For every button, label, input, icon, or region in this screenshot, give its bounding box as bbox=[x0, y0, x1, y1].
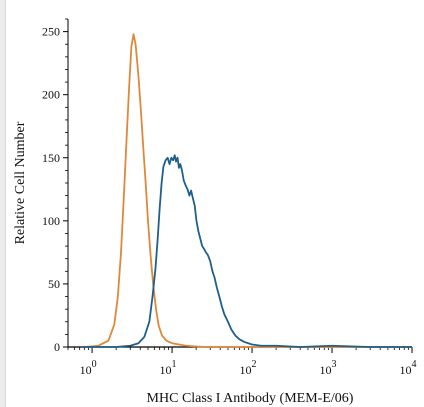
y-tick-label: 100 bbox=[42, 214, 60, 228]
y-tick-label: 50 bbox=[48, 277, 60, 291]
series-layer bbox=[84, 33, 412, 348]
x-tick-label: 104 bbox=[400, 359, 417, 377]
histogram-series-1 bbox=[84, 33, 412, 348]
axes bbox=[63, 18, 413, 353]
x-axis-title: MHC Class I Antibody (MEM-E/06) bbox=[147, 391, 354, 406]
x-tick-label: 103 bbox=[320, 359, 337, 377]
x-tick-label: 102 bbox=[240, 359, 257, 377]
histogram-series-2 bbox=[84, 154, 412, 348]
window-frame-edge bbox=[0, 0, 6, 407]
y-tick-label: 250 bbox=[42, 25, 60, 39]
y-axis-title: Relative Cell Number bbox=[13, 121, 28, 244]
y-tick-label: 150 bbox=[42, 151, 60, 165]
y-tick-label: 0 bbox=[54, 340, 60, 354]
axis-labels: 0 50 100 150 200 250 100 101 102 103 104 MHC Class … bbox=[13, 25, 417, 406]
y-tick-label: 200 bbox=[42, 88, 60, 102]
x-tick-label: 100 bbox=[80, 359, 97, 377]
x-tick-label: 101 bbox=[160, 359, 177, 377]
